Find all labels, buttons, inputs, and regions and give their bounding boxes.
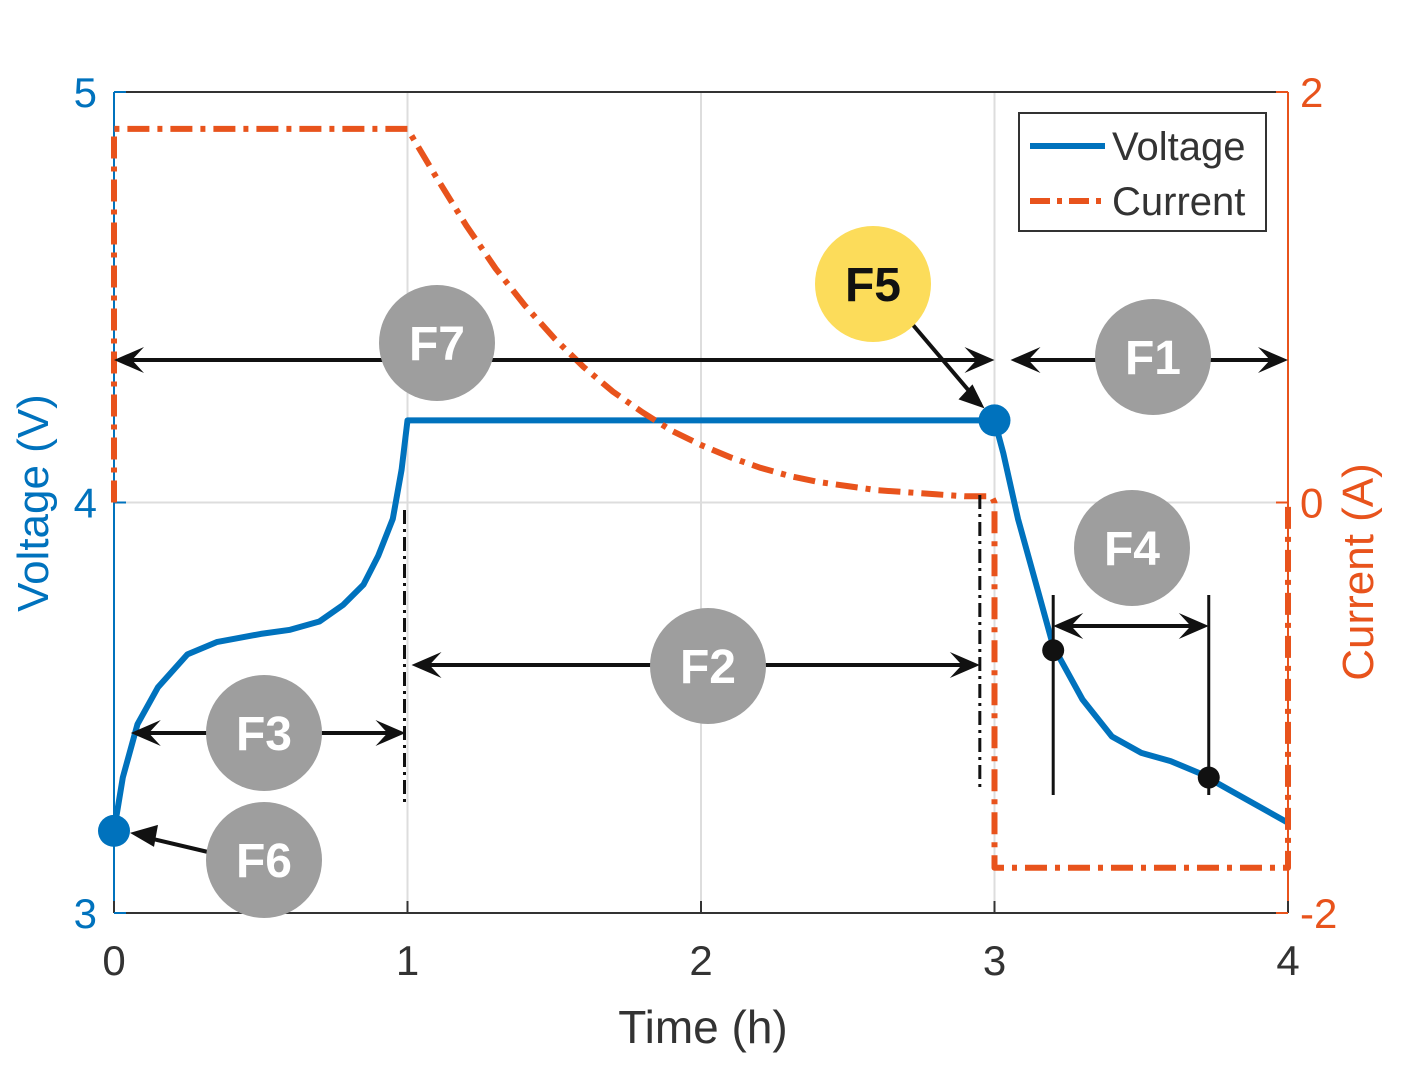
- f3-badge-circle: [206, 675, 322, 791]
- legend-current-label: Current: [1112, 180, 1245, 224]
- y-axis-label-right: Current (A): [1334, 463, 1383, 681]
- f2-badge-circle: [650, 608, 766, 724]
- y-tick-label-right: 0: [1300, 480, 1323, 527]
- annotations: F7 F1 F5 F4 F2 F3 F6: [98, 226, 1288, 918]
- f4-marker-end: [1197, 766, 1220, 789]
- f1-badge-label: F1: [1125, 332, 1181, 385]
- f7-arrow-head-left: [114, 347, 144, 373]
- f3-badge-label: F3: [236, 708, 292, 761]
- f7-arrow-head-right: [964, 347, 995, 373]
- tick-labels: 0 1 2 3 4 3 4 5 -2 0 2: [74, 69, 1338, 984]
- f7-badge-label: F7: [409, 318, 465, 371]
- voltage-series-line: [111, 417, 1290, 832]
- f4-arrow-head-right: [1178, 613, 1209, 639]
- f4-arrow-head-left: [1053, 613, 1084, 639]
- current-series-line: [111, 125, 1291, 871]
- x-tick-label: 2: [689, 937, 712, 984]
- f7-badge-circle: [379, 285, 495, 401]
- f3-arrow-head-right: [375, 720, 406, 746]
- f3-arrow-head-left: [130, 720, 161, 746]
- y-tick-label-left: 3: [74, 890, 97, 937]
- f1-badge-circle: [1095, 299, 1211, 415]
- f5-badge-label: F5: [845, 259, 901, 312]
- f6-pointer-head: [130, 824, 158, 847]
- legend: Voltage Current: [1018, 112, 1267, 232]
- y-tick-label-right: -2: [1300, 890, 1337, 937]
- f4-marker-start: [1042, 639, 1065, 662]
- f2-arrow-head-left: [411, 652, 442, 678]
- f5-badge-circle: [815, 226, 931, 342]
- f1-arrow-head-left: [1010, 347, 1041, 373]
- x-tick-label: 4: [1276, 937, 1299, 984]
- f5-pointer-head: [958, 384, 985, 409]
- f6-badge-label: F6: [236, 835, 292, 888]
- f6-badge-circle: [206, 802, 322, 918]
- y-tick-label-left: 4: [74, 480, 97, 527]
- f6-point: [98, 814, 130, 847]
- f1-arrow-head-right: [1258, 347, 1288, 373]
- f5-point: [978, 404, 1011, 437]
- f4-badge-circle: [1074, 490, 1190, 606]
- x-axis-label: Time (h): [618, 1001, 788, 1053]
- f2-badge-label: F2: [680, 641, 736, 694]
- y-tick-label-left: 5: [74, 69, 97, 116]
- f2-arrow-head-right: [949, 652, 980, 678]
- legend-box: [1018, 112, 1267, 232]
- y-tick-label-right: 2: [1300, 69, 1323, 116]
- legend-voltage-label: Voltage: [1112, 125, 1245, 169]
- series: [111, 125, 1291, 871]
- f4-badge-label: F4: [1104, 523, 1160, 576]
- x-tick-label: 1: [396, 937, 419, 984]
- x-tick-label: 3: [983, 937, 1006, 984]
- x-tick-label: 0: [102, 937, 125, 984]
- y-axis-label-left: Voltage (V): [9, 394, 58, 612]
